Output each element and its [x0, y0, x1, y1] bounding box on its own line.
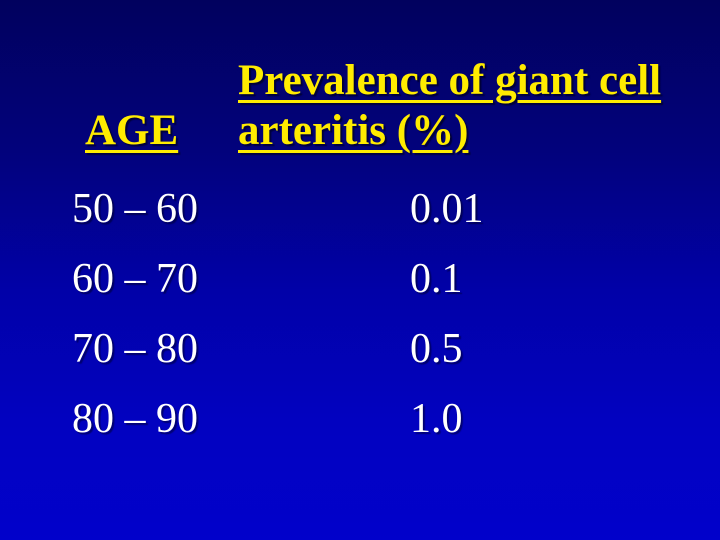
- prevalence-value-cell: 0.5: [410, 326, 463, 372]
- prevalence-table: AGE Prevalence of giant cell arteritis (…: [72, 56, 696, 466]
- column-header-age: AGE: [85, 107, 179, 154]
- table-body: 50 – 60 0.01 60 – 70 0.1 70 – 80 0.5 80 …: [72, 186, 696, 466]
- table-row: 80 – 90 1.0: [72, 396, 696, 466]
- prevalence-value-cell: 0.1: [410, 256, 463, 302]
- age-range-cell: 60 – 70: [72, 256, 198, 302]
- age-range-cell: 80 – 90: [72, 396, 198, 442]
- table-row: 60 – 70 0.1: [72, 256, 696, 326]
- prevalence-value-cell: 0.01: [410, 186, 484, 232]
- age-range-cell: 70 – 80: [72, 326, 198, 372]
- column-header-prevalence: Prevalence of giant cell arteritis (%): [238, 57, 662, 154]
- table-header-row: AGE Prevalence of giant cell arteritis (…: [72, 56, 696, 156]
- prevalence-value-cell: 1.0: [410, 396, 463, 442]
- table-row: 50 – 60 0.01: [72, 186, 696, 256]
- table-row: 70 – 80 0.5: [72, 326, 696, 396]
- age-range-cell: 50 – 60: [72, 186, 198, 232]
